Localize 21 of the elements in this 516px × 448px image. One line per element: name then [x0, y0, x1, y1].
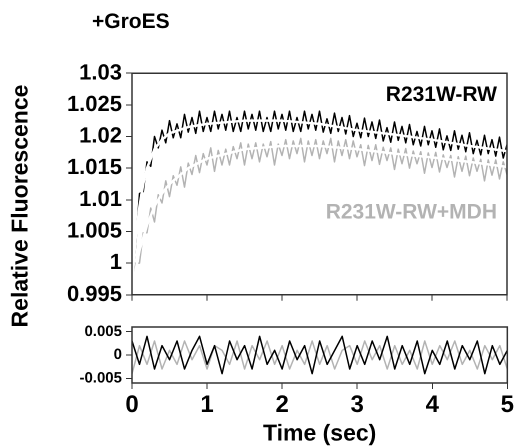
y-tick-label: 1.03	[79, 59, 122, 84]
chart-title: +GroES	[92, 10, 170, 34]
x-tick-label: 5	[500, 391, 514, 418]
y-tick-label: 0	[114, 346, 122, 364]
y-axis-title: Relative Fluorescence	[6, 84, 34, 328]
y-tick-label: 0.995	[66, 280, 122, 306]
y-tick-label: 1.005	[66, 218, 122, 243]
series-label: R231W-RW	[386, 82, 498, 106]
x-tick-label: 4	[426, 391, 440, 418]
y-tick-label: 0.005	[84, 322, 122, 340]
y-tick-label: 1.01	[79, 186, 122, 211]
y-tick-label: 1.015	[66, 154, 122, 180]
x-tick-label: 2	[275, 391, 289, 418]
x-tick-label: 1	[200, 391, 214, 418]
y-tick-label: 1.025	[66, 90, 122, 116]
x-axis-title: Time (sec)	[262, 420, 376, 446]
y-tick-label: 1	[110, 249, 122, 274]
y-tick-label: 1.02	[79, 122, 122, 148]
x-tick-label: 3	[350, 391, 364, 418]
series-label: R231W-RW+MDH	[326, 200, 497, 224]
y-tick-label: -0.005	[79, 369, 122, 386]
